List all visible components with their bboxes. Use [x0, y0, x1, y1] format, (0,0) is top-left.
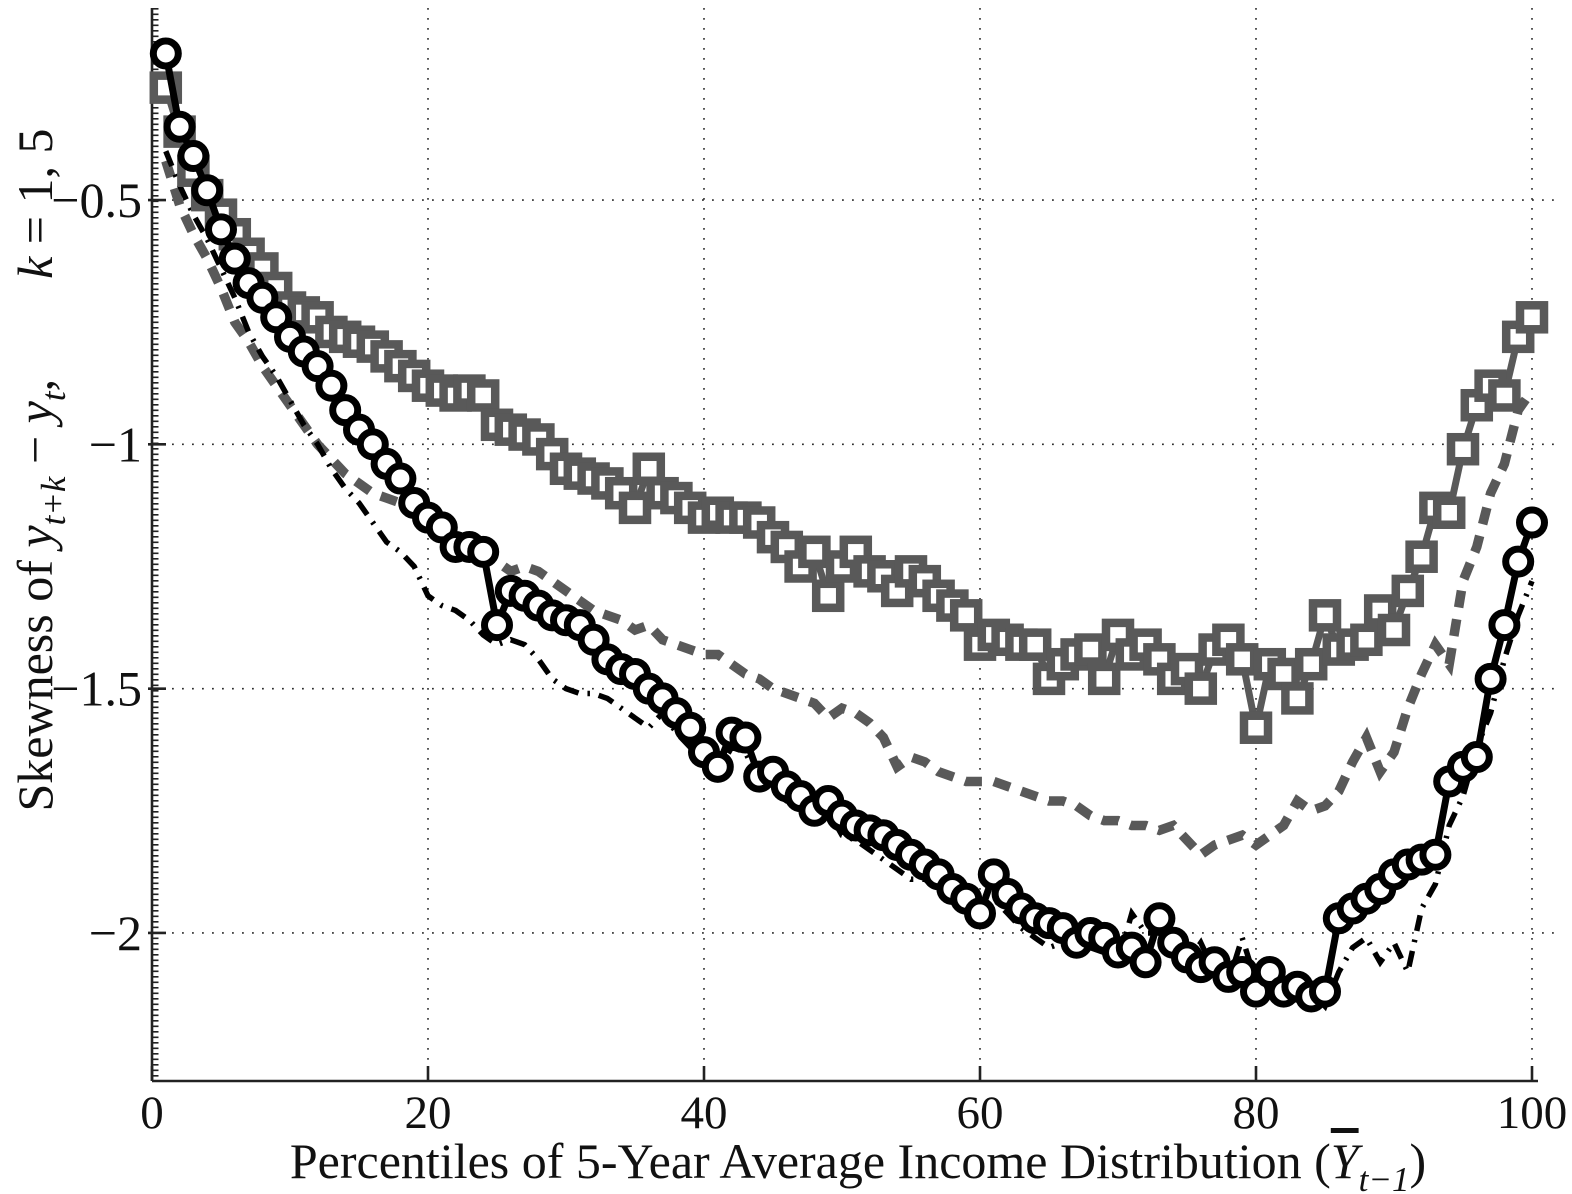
series-solid-square-markers-marker: [1018, 628, 1052, 661]
series-solid-square-markers-marker: [1281, 682, 1314, 715]
series-solid-square-markers-marker: [1405, 540, 1438, 573]
series-solid-square-markers-marker: [1087, 662, 1121, 696]
x-tick-label-100: 100: [1497, 1087, 1568, 1139]
x-tick-label-20: 20: [405, 1087, 452, 1139]
x-tick-label-80: 80: [1233, 1087, 1280, 1139]
series-solid-circle-markers-marker: [467, 535, 500, 568]
series-solid-circle-markers-marker: [384, 462, 417, 495]
y-tick-label--1: −1: [89, 416, 142, 472]
y-tick-label--0.5: −0.5: [51, 172, 142, 228]
series-solid-circle-markers-marker: [964, 897, 996, 930]
series-solid-circle-markers-marker: [1129, 946, 1162, 979]
series-solid-square-markers-marker: [949, 599, 983, 632]
series-gray-dashed-line: [161, 159, 1536, 862]
series-solid-square-markers-marker: [1074, 633, 1107, 666]
series-solid-square-markers-marker: [1446, 432, 1480, 466]
series-solid-circle-markers-marker: [729, 721, 762, 754]
series-solid-circle-markers-marker: [1474, 662, 1507, 695]
series-solid-circle-markers-marker: [1488, 609, 1521, 642]
series-solid-square-markers-marker: [1488, 379, 1521, 412]
series-solid-circle-markers-marker: [1516, 506, 1548, 539]
series-solid-square-markers-marker: [1350, 623, 1383, 657]
series-solid-square-markers-marker: [1515, 301, 1549, 334]
series-solid-circle-markers-marker: [1460, 741, 1493, 774]
series-solid-circle-markers-line: [162, 52, 1536, 1001]
series-solid-circle-markers-marker: [315, 369, 348, 402]
series-solid-circle-markers-marker: [1309, 975, 1341, 1008]
series-solid-square-markers-marker: [1184, 672, 1218, 705]
series-solid-circle-markers-marker: [1419, 838, 1452, 871]
series-solid-square-markers-marker: [1239, 711, 1273, 744]
series-solid-square-markers-marker: [811, 579, 845, 613]
series-solid-square-markers-marker: [1391, 574, 1425, 608]
series-solid-circle-markers-marker: [149, 37, 182, 70]
x-axis-title: Percentiles of 5-Year Average Income Dis…: [290, 1133, 1426, 1194]
series-solid-square-markers-marker: [1377, 613, 1411, 647]
series-solid-square-markers-marker: [1294, 647, 1328, 681]
series-solid-square-markers-marker: [618, 491, 652, 525]
series-solid-square-markers-marker: [1432, 496, 1466, 529]
series-solid-circle-markers-marker: [177, 140, 210, 173]
y-tick-label--2: −2: [89, 905, 142, 961]
series-solid-square-markers-marker: [1308, 599, 1342, 632]
series-solid-square-markers-marker: [466, 379, 500, 412]
series-solid-circle-markers-marker: [205, 213, 237, 246]
series-solid-circle-markers-marker: [1143, 902, 1176, 935]
x-tick-label-60: 60: [957, 1087, 1004, 1139]
series-solid-square-markers-marker: [798, 535, 831, 569]
y-tick-label--1.5: −1.5: [51, 661, 142, 717]
series-solid-square-markers-marker: [1225, 643, 1259, 676]
x-tick-label-40: 40: [681, 1087, 728, 1139]
x-tick-label-0: 0: [140, 1087, 164, 1139]
series-solid-circle-markers-marker: [481, 609, 513, 642]
series-solid-circle-markers-marker: [1502, 545, 1535, 578]
y-axis-title: Skewness of yt+k − yt, k = 1, 5: [7, 128, 73, 811]
series-solid-circle-markers-marker: [674, 711, 707, 744]
series-solid-circle-markers-marker: [163, 110, 196, 143]
series-solid-circle-markers-marker: [701, 750, 734, 783]
series-solid-square-markers-line: [162, 86, 1535, 729]
series-solid-circle-markers-marker: [191, 174, 224, 207]
series-solid-circle-markers-marker: [218, 242, 251, 275]
